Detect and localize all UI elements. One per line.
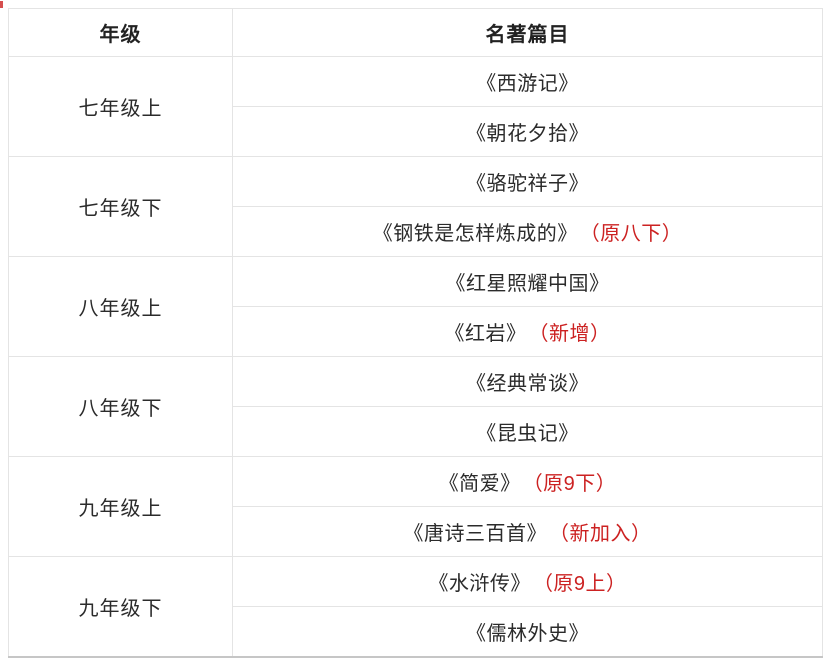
table-row: 《唐诗三百首》 （新加入）	[9, 506, 823, 557]
book-cell: 《昆虫记》	[232, 406, 823, 457]
table-row: 《儒林外史》	[9, 606, 823, 657]
book-cell: 《红星照耀中国》	[232, 256, 823, 307]
table-row: 七年级上 《西游记》	[8, 56, 823, 157]
book-cell: 《朝花夕拾》	[232, 106, 823, 157]
book-cell: 《儒林外史》	[232, 606, 823, 657]
header-row: 年级 名著篇目	[8, 8, 823, 57]
header-titles: 名著篇目	[232, 8, 823, 57]
table-row: 九年级下 《水浒传》 （原9上）	[8, 556, 823, 657]
book-cell: 《西游记》	[232, 56, 823, 107]
table-row: 八年级上 《红星照耀中国》	[8, 256, 823, 357]
grade-cell-7-down: 七年级下	[8, 156, 233, 257]
book-title: 《简爱》	[438, 473, 521, 495]
table-row: 七年级下 《骆驼祥子》	[8, 156, 823, 257]
grade-cell-9-up: 九年级上	[8, 456, 233, 557]
table-header: 年级 名著篇目	[8, 8, 823, 57]
book-cell: 《钢铁是怎样炼成的》 （原八下）	[232, 206, 823, 257]
book-title: 《儒林外史》	[466, 622, 589, 645]
grade-cell-8-down: 八年级下	[8, 356, 233, 457]
classics-table: 年级 名著篇目 七年级上 《西游记》 《朝花夕拾》 七年级下 《骆驼祥子》 《钢…	[8, 8, 823, 658]
book-cell: 《红岩》 （新增）	[232, 306, 823, 357]
table-row: 《红岩》 （新增）	[9, 306, 823, 357]
book-cell: 《经典常谈》	[232, 356, 823, 407]
book-cell: 《骆驼祥子》	[232, 156, 823, 207]
book-cell: 《唐诗三百首》 （新加入）	[232, 506, 823, 557]
book-title: 《西游记》	[476, 73, 579, 95]
book-title: 《经典常谈》	[466, 373, 589, 395]
book-title: 《水浒传》	[428, 573, 531, 595]
grade-cell-8-up: 八年级上	[8, 256, 233, 357]
grade-cell-9-down: 九年级下	[8, 556, 233, 657]
book-title: 《昆虫记》	[476, 423, 579, 445]
book-note: （原9下）	[532, 473, 617, 495]
table-row: 《钢铁是怎样炼成的》 （原八下）	[9, 206, 823, 257]
book-note: （新增）	[538, 323, 611, 345]
book-title: 《红星照耀中国》	[445, 273, 610, 295]
table-row: 九年级上 《简爱》 （原9下）	[8, 456, 823, 557]
book-cell: 《水浒传》 （原9上）	[232, 556, 823, 607]
table-row: 《朝花夕拾》	[9, 106, 823, 157]
grade-cell-7-up: 七年级上	[8, 56, 233, 157]
red-corner-artifact	[0, 1, 3, 8]
book-title: 《唐诗三百首》	[403, 523, 547, 545]
table-row: 《昆虫记》	[9, 406, 823, 457]
book-title: 《红岩》	[444, 323, 527, 345]
book-title: 《钢铁是怎样炼成的》	[372, 223, 578, 245]
book-title: 《朝花夕拾》	[466, 123, 589, 145]
table-row: 八年级下 《经典常谈》	[8, 356, 823, 457]
book-cell: 《简爱》 （原9下）	[232, 456, 823, 507]
book-note: （原八下）	[589, 223, 683, 245]
header-grade: 年级	[8, 8, 233, 57]
book-note: （原9上）	[542, 573, 627, 595]
book-title: 《骆驼祥子》	[466, 173, 589, 195]
book-note: （新加入）	[559, 523, 652, 545]
